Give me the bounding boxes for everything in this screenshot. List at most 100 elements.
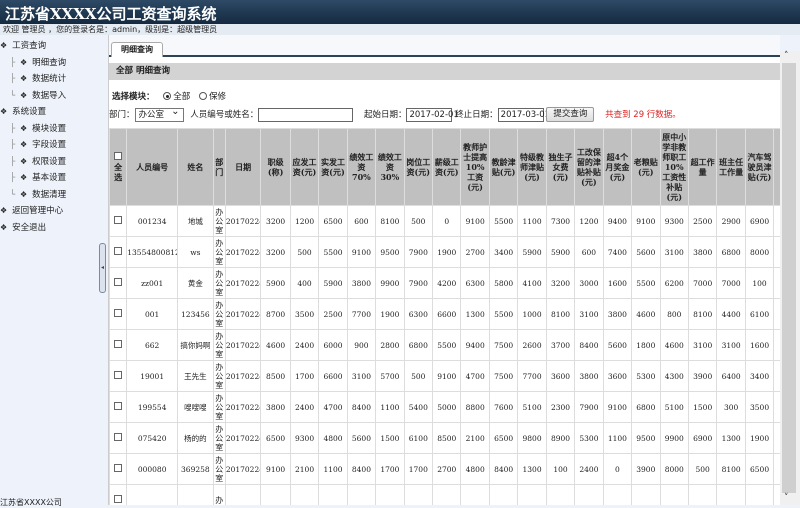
tab-detail-query[interactable]: 明细查询 [111,42,163,57]
table-cell: 6600 [319,361,347,391]
person-input[interactable] [258,107,354,122]
table-row: 办 [110,485,780,505]
row-checkbox-cell[interactable] [110,392,127,422]
sidebar-item-label: 数据导入 [32,90,67,101]
column-header[interactable]: 全选 [110,129,127,205]
salary-table-container: 全选 人员编号 姓名 部门 日期 职级(称) 应发工资(元) 实发工资(元) 绩效工资70% 绩效… [109,128,780,505]
table-cell: 7900 [575,392,603,422]
table-cell: 2700 [461,237,489,267]
table-cell: 6300 [461,268,489,298]
tree-connector: ├ [10,156,16,167]
sidebar-collapse-toggle[interactable]: ◂ [99,243,106,293]
sidebar-item[interactable]: ├ ❖ 权限设置 [0,154,108,171]
row-checkbox-cell[interactable] [110,330,127,360]
submit-query-button[interactable]: 提交查询 [546,107,595,122]
row-checkbox[interactable] [114,278,123,286]
table-cell: 2300 [546,392,575,422]
table-row: zz001 黄金 办公室 20170224 5900 400 5900 3800 9900 790… [110,268,780,298]
radio-all[interactable] [163,92,172,100]
sidebar-item[interactable]: └ ❖ 数据清理 [0,187,108,204]
table-cell [461,485,489,505]
table-cell: 5900 [518,237,546,267]
table-cell: 3100 [660,237,688,267]
row-checkbox[interactable] [114,402,123,410]
table-cell: 3800 [603,299,632,329]
table-cell: 1000 [518,299,546,329]
table-cell: 办公室 [213,454,225,484]
scroll-up-icon[interactable]: ˄ [784,51,789,61]
table-cell: 6800 [632,392,660,422]
table-cell: 1300 [717,423,745,453]
row-checkbox[interactable] [114,309,123,317]
table-cell: 3400 [489,237,518,267]
table-cell: 5500 [489,206,518,236]
row-checkbox-cell[interactable] [110,485,127,505]
row-checkbox-cell[interactable] [110,361,127,391]
sidebar-item[interactable]: ├ ❖ 模块设置 [0,121,108,138]
table-cell: 2100 [290,454,319,484]
table-cell [404,485,433,505]
row-checkbox[interactable] [114,247,123,255]
sidebar-item[interactable]: ├ ❖ 数据统计 [0,71,108,88]
radio-repair[interactable] [198,92,207,100]
table-cell: 3500 [290,299,319,329]
table-cell: ws [178,237,213,267]
sidebar-item[interactable]: └ ❖ 数据导入 [0,88,108,105]
table-cell [688,485,717,505]
row-checkbox[interactable] [114,495,123,503]
sidebar-item[interactable]: ❖ 返回管理中心 [0,203,108,220]
table-cell: 9800 [518,423,546,453]
table-cell: 8100 [717,454,745,484]
table-cell: 地城 [178,206,213,236]
module-selector: 选择模块： 全部 保修 [109,88,780,106]
table-cell: 办公室 [213,361,225,391]
select-all-checkbox[interactable] [114,152,123,160]
sidebar-item[interactable]: ❖ 安全退出 [0,220,108,237]
sidebar-item[interactable]: ❖ 工资查询 [0,38,108,55]
row-checkbox-cell[interactable] [110,299,127,329]
sidebar: ❖ 工资查询 ├ ❖ 明细查询 ├ ❖ 数据统计 └ ❖ 数据导入 ❖ 系统设置 ├ ❖ 模块设置 ├ ❖ 字段设置… [0,38,108,236]
table-row: 19001 王先生 办公室 20170224 8500 1700 6600 3100 5700 5… [110,361,780,391]
sidebar-item[interactable]: ├ ❖ 基本设置 [0,170,108,187]
table-cell: 3100 [347,361,376,391]
row-checkbox[interactable] [114,340,123,348]
table-cell: 4200 [433,268,461,298]
row-checkbox[interactable] [114,433,123,441]
row-checkbox-cell[interactable] [110,268,127,298]
start-date-input[interactable]: 2017-02-01 [406,107,459,122]
sidebar-item[interactable]: ├ ❖ 字段设置 [0,137,108,154]
dept-select[interactable]: 办公室 [134,106,184,122]
scrollbar-thumb[interactable] [782,63,796,493]
table-cell: 5600 [347,423,376,453]
row-checkbox[interactable] [114,371,123,379]
table-cell: 1100 [319,454,347,484]
scroll-down-icon[interactable]: ˅ [784,493,789,503]
page-scrollbar[interactable]: ˄ ˅ [780,51,800,505]
welcome-text: 欢迎 管理员 ，您的登录名是：admin，级别是：超级管理员 [0,24,800,35]
main-panel: 明细查询 全部 明细查询 选择模块： 全部 保修 部门：办公室 人员编号或姓名：… [108,35,780,505]
column-header: 应发工资(元) [290,129,319,205]
table-cell: 办公室 [213,237,225,267]
filter-bar: 部门：办公室 人员编号或姓名： 起始日期：2017-02-01 终止日期：201… [109,106,780,124]
row-checkbox-cell[interactable] [110,454,127,484]
end-date-input[interactable]: 2017-03-01 [497,107,550,122]
table-cell: 杨的的 [178,423,213,453]
column-header: 教师护士提高10%工资(元) [461,129,489,205]
row-checkbox-cell[interactable] [110,423,127,453]
table-cell: 20170224 [225,206,261,236]
row-checkbox-cell[interactable] [110,206,127,236]
table-cell: 搞你妈啊 [178,330,213,360]
row-checkbox[interactable] [114,216,123,224]
table-cell: 8400 [347,392,376,422]
table-cell: 4700 [319,392,347,422]
sidebar-item[interactable]: ❖ 系统设置 [0,104,108,121]
table-cell: 4600 [632,299,660,329]
person-label: 人员编号或姓名： [190,110,259,120]
table-cell: 400 [290,268,319,298]
row-checkbox[interactable] [114,464,123,472]
sidebar-item[interactable]: ├ ❖ 明细查询 [0,55,108,72]
table-cell: 600 [347,206,376,236]
table-cell: 7700 [518,361,546,391]
row-checkbox-cell[interactable] [110,237,127,267]
table-cell [261,485,290,505]
